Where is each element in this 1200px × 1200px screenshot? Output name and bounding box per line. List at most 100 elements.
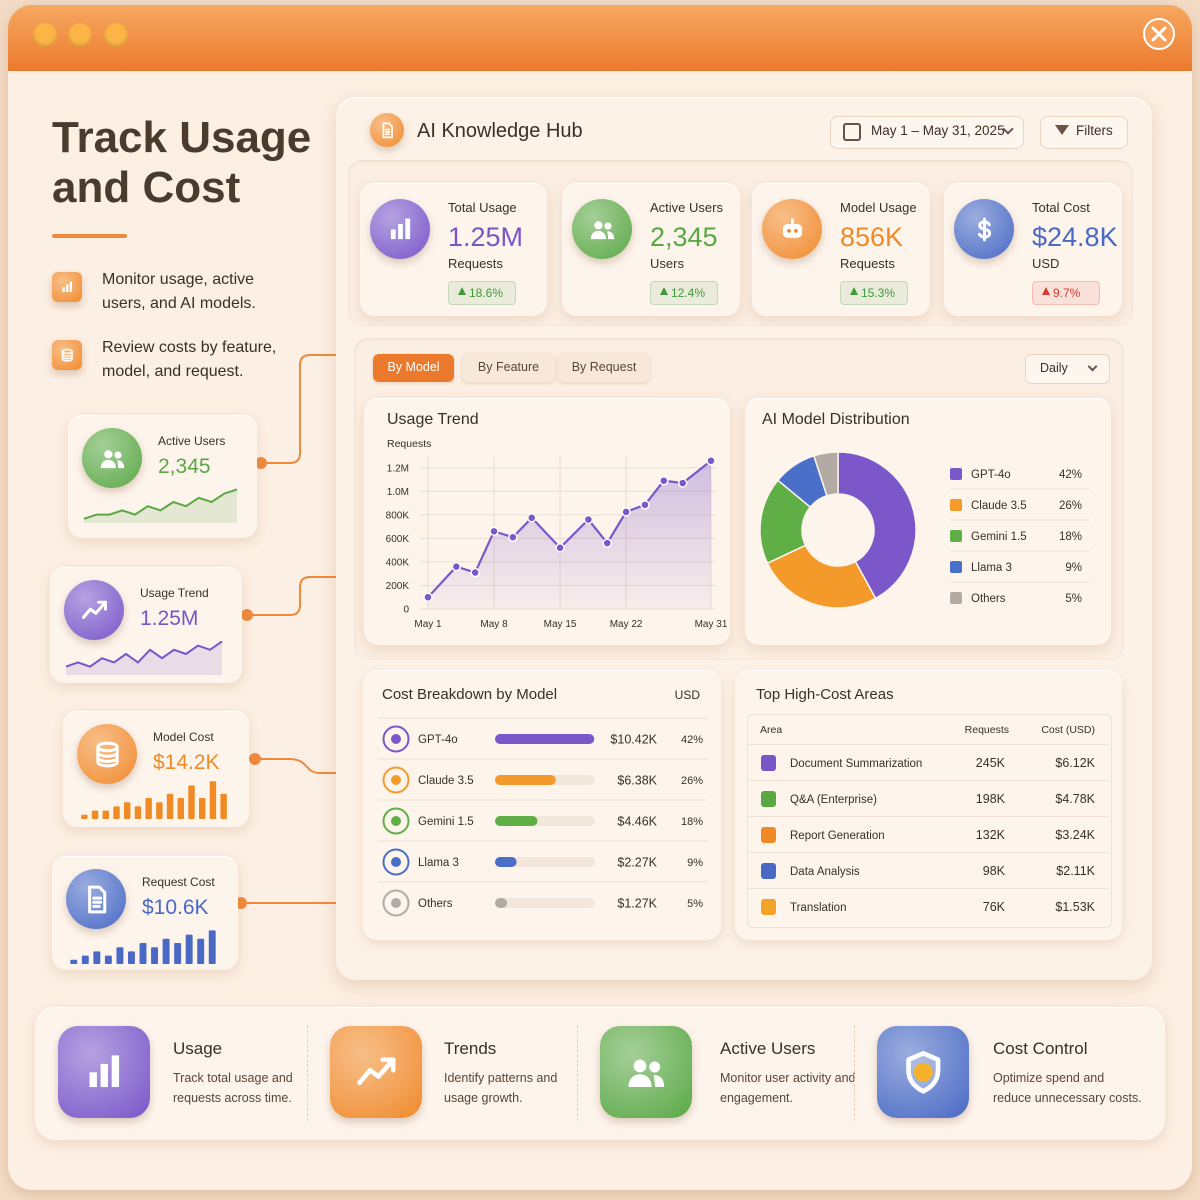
point: [583, 514, 594, 525]
icon-shape: [913, 1062, 933, 1082]
area-cost: $3.24K: [1055, 828, 1095, 843]
legend-value: 9%: [1065, 562, 1082, 574]
sparkline: [65, 640, 223, 675]
point: [489, 526, 499, 537]
area-requests: 76K: [982, 900, 1005, 915]
sparkline-bar: [209, 781, 217, 819]
close-button[interactable]: [1142, 17, 1176, 51]
y-tick-label: 800K: [386, 510, 410, 521]
icon-shape: [977, 217, 991, 241]
line-chart: 0 200K 400K 600K 800K 1.0M 1.2M May 1 May 8 May 1…: [386, 455, 728, 630]
tab[interactable]: [462, 354, 555, 382]
icon-shape: [95, 741, 119, 752]
area-name: Q&A (Enterprise): [790, 793, 877, 806]
date-button[interactable]: [830, 116, 1024, 149]
icon: [877, 1026, 969, 1118]
model-icon-dot: [391, 734, 401, 744]
area-cost: $1.53K: [1055, 900, 1095, 915]
kpi-value: 2,345: [650, 222, 718, 253]
tab-label: By Model: [387, 360, 440, 375]
bar-label: Gemini 1.5: [418, 816, 474, 828]
area-name: Report Generation: [790, 829, 885, 842]
tab[interactable]: [373, 354, 454, 382]
icon-shape: [87, 885, 106, 913]
icon: [52, 272, 82, 302]
legend-value: 26%: [1059, 500, 1082, 512]
chart-title: Cost Breakdown by Model: [382, 685, 558, 703]
window-dot[interactable]: [68, 23, 92, 47]
model-icon-dot: [391, 775, 401, 785]
sparkline-bar: [156, 802, 163, 819]
sparkline-bar: [128, 951, 135, 964]
icon-shape: [91, 896, 102, 908]
area-requests: 198K: [975, 792, 1005, 807]
bar-share: 42%: [681, 734, 703, 746]
area-requests: 132K: [975, 828, 1005, 843]
icon-shape: [100, 1063, 108, 1087]
date-range: May 1 – May 31, 2025: [871, 122, 1005, 138]
icon-shape: [593, 220, 602, 229]
sparkline-bar: [124, 802, 131, 819]
filters-button[interactable]: [1040, 116, 1128, 149]
icon: [954, 199, 1014, 259]
area-icon: [761, 899, 776, 915]
icon-shape: [653, 1074, 664, 1087]
calendar-icon: [843, 123, 861, 141]
bar-value: $2.27K: [617, 856, 657, 870]
icon-shape: [100, 449, 124, 468]
bar-share: 9%: [687, 857, 703, 869]
area-name: Data Analysis: [790, 865, 860, 878]
icon-shape: [61, 350, 73, 362]
bar: [495, 734, 595, 744]
point: [423, 592, 433, 602]
sparkline-bar: [166, 793, 174, 819]
sparkline: [81, 781, 227, 819]
point: [555, 543, 565, 553]
tab-label: By Request: [571, 360, 637, 375]
legend-label: Others: [971, 593, 1006, 605]
period-select[interactable]: [1025, 354, 1110, 384]
column-header: Requests: [964, 724, 1009, 737]
point: [508, 532, 518, 542]
bullet-text: Monitor usage, active users, and AI mode…: [102, 271, 256, 313]
icon-shape: [404, 218, 410, 239]
sparkline-bar: [145, 798, 152, 819]
bar-share: 5%: [687, 898, 703, 910]
window-dot[interactable]: [33, 23, 57, 47]
sparkline-bar: [70, 959, 78, 964]
icon-shape: [382, 122, 393, 138]
icon: [58, 1026, 150, 1118]
bar: [495, 775, 556, 785]
title-bar: [8, 5, 1192, 71]
legend-swatch: [950, 561, 962, 573]
x-tick-label: May 22: [610, 619, 643, 630]
sparkline-bar: [91, 810, 99, 819]
area-name: Translation: [790, 901, 847, 914]
tab[interactable]: [558, 354, 650, 382]
icon-shape: [95, 744, 119, 767]
legend-swatch: [950, 468, 962, 480]
icon: [370, 113, 404, 147]
icon-shape: [390, 229, 396, 239]
feature-divider: [854, 1025, 855, 1121]
icon: [77, 724, 137, 784]
bar-share: 18%: [681, 816, 703, 828]
donut-chart: GPT-4o 42% Claude 3.5 26% Gemini 1.5 18% Llama…: [759, 451, 1090, 609]
icon-shape: [628, 1059, 664, 1087]
bar-value: $10.42K: [610, 733, 657, 747]
period-label: Daily: [1040, 361, 1068, 376]
model-icon-dot: [391, 898, 401, 908]
donut-slice: [766, 544, 877, 609]
icon-shape: [113, 450, 122, 459]
point: [470, 567, 480, 578]
point: [602, 538, 612, 548]
area-cost: $2.11K: [1056, 864, 1095, 879]
window-dot[interactable]: [104, 23, 128, 47]
feature-title: Cost Control: [993, 1039, 1088, 1059]
kpi-change: 12.4%: [671, 285, 706, 300]
side-card-value: 1.25M: [140, 606, 199, 630]
icon-shape: [87, 885, 106, 913]
feature-text: Track total usage and requests across ti…: [173, 1071, 293, 1106]
bar: [495, 857, 517, 867]
